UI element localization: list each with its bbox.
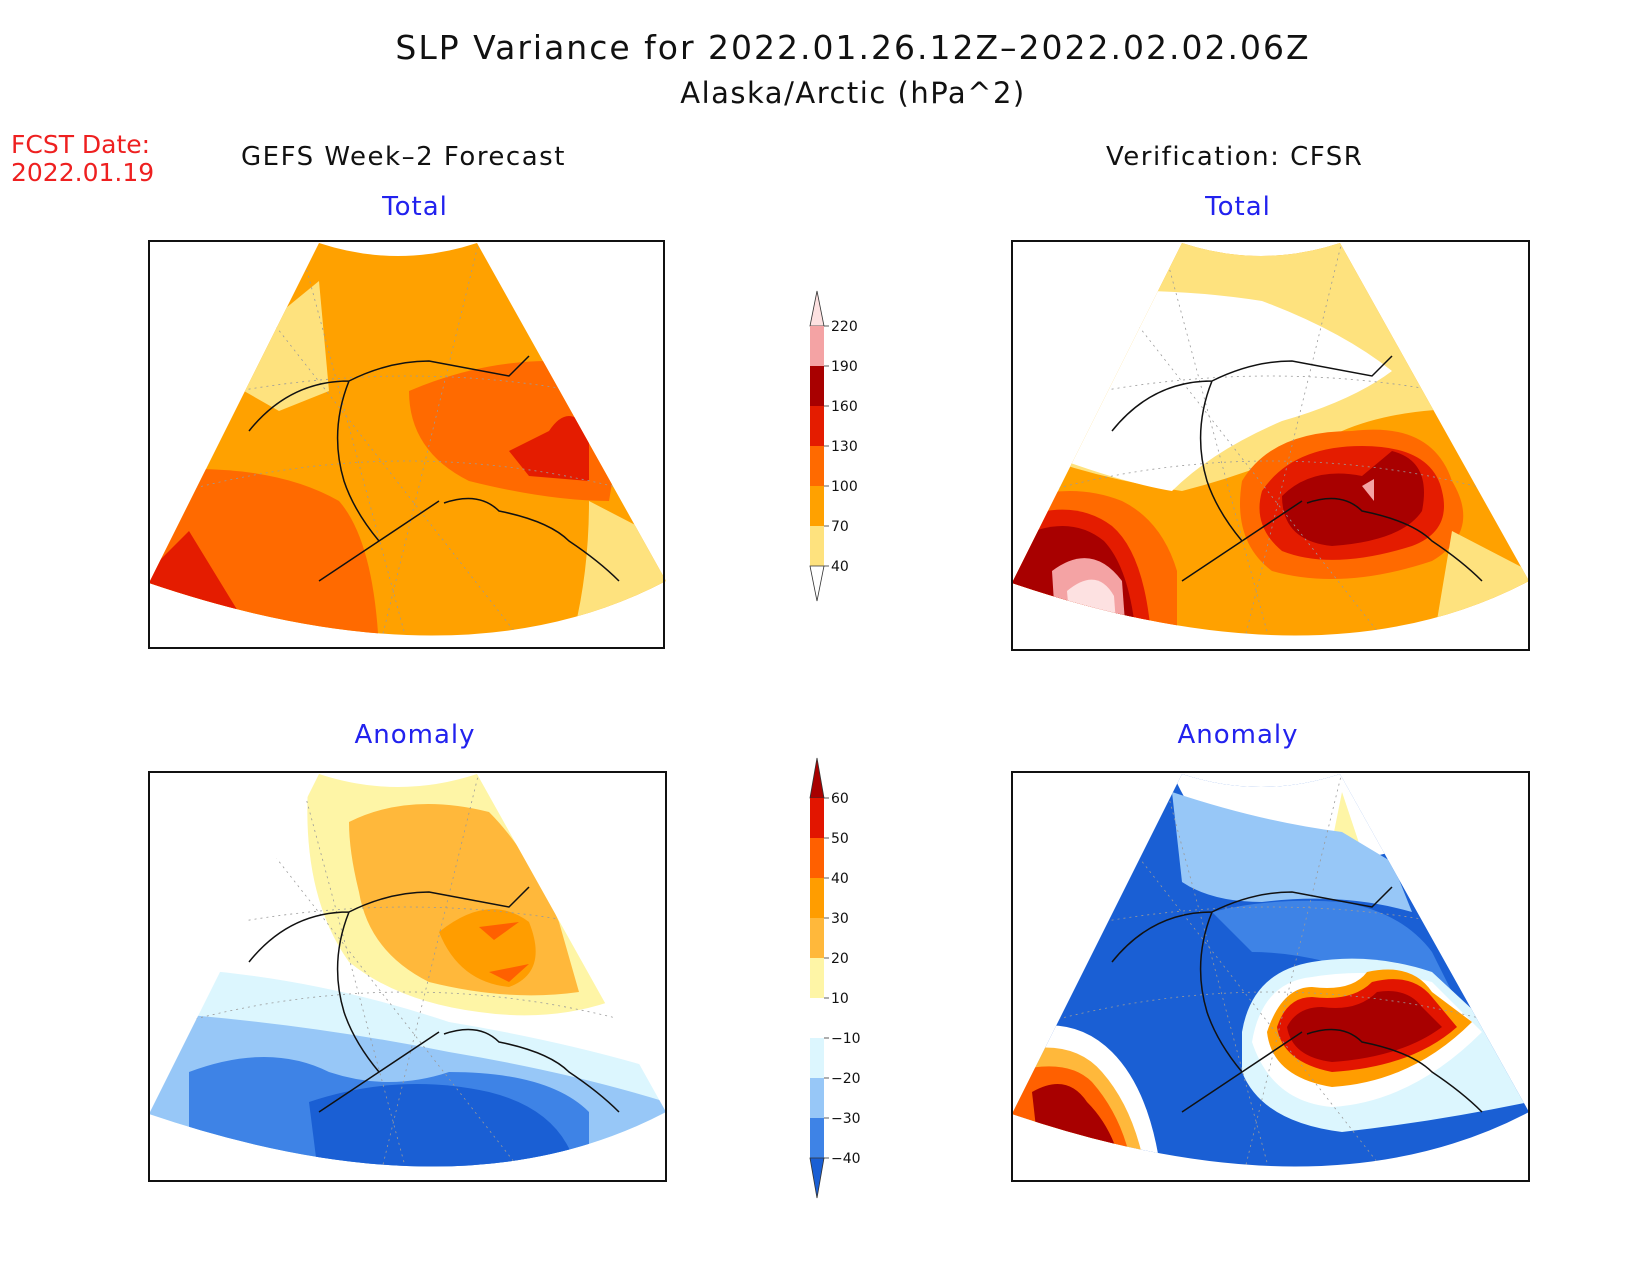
total-colorbar-tick-label: 220	[831, 319, 858, 335]
anomaly-colorbar-tick-label: −20	[831, 1071, 861, 1087]
anomaly-colorbar-arrow-bottom	[809, 1157, 825, 1199]
total-colorbar-tick-label: 160	[831, 399, 858, 415]
total-colorbar-arrow-bottom	[809, 565, 825, 602]
verification-column-title: Verification: CFSR	[1106, 142, 1364, 172]
anomaly-colorbar-tick-label: 50	[831, 831, 849, 847]
verification-anomaly-title: Anomaly	[1177, 720, 1299, 750]
verification-total-title: Total	[1205, 192, 1271, 222]
forecast-anomaly-title: Anomaly	[354, 720, 476, 750]
forecast-total-title: Total	[382, 192, 448, 222]
anomaly-colorbar-segment	[810, 878, 824, 918]
total-colorbar: 220 190 160 130 100 70 40	[809, 290, 858, 602]
total-colorbar-segment	[810, 406, 824, 446]
forecast-total-map	[149, 243, 666, 636]
verification-anomaly-map	[1012, 774, 1529, 1167]
anomaly-colorbar-tick-label: −10	[831, 1031, 861, 1047]
anomaly-colorbar-segment	[810, 838, 824, 878]
forecast-anomaly-frame	[148, 771, 667, 1182]
total-colorbar-tick-label: 130	[831, 439, 858, 455]
total-colorbar-tick-label: 70	[831, 519, 849, 535]
total-colorbar-segment	[810, 446, 824, 486]
anomaly-colorbar-tick-label: 40	[831, 871, 849, 887]
anomaly-colorbar-segment	[810, 798, 824, 838]
forecast-column-title: GEFS Week–2 Forecast	[241, 142, 566, 172]
forecast-anomaly-map	[149, 774, 666, 1167]
verification-total-frame	[1011, 240, 1530, 651]
total-colorbar-segment	[810, 366, 824, 406]
anomaly-colorbar-tick-label: 20	[831, 951, 849, 967]
forecast-date-value: 2022.01.19	[11, 158, 155, 187]
verification-total-map	[1012, 243, 1529, 636]
anomaly-colorbar-segment	[810, 998, 824, 1038]
total-colorbar-segment	[810, 526, 824, 566]
anomaly-colorbar-segment	[810, 1038, 824, 1078]
anomaly-colorbar-tick-label: −30	[831, 1111, 861, 1127]
anomaly-colorbar-segment	[810, 918, 824, 958]
anomaly-colorbar: 60 50 40 30 20 10 −10 −20 −30 −40	[809, 757, 861, 1199]
total-colorbar-tick-label: 40	[831, 559, 849, 575]
anomaly-colorbar-segment	[810, 1118, 824, 1158]
verification-anomaly-frame	[1011, 771, 1530, 1182]
anomaly-colorbar-segment	[810, 1078, 824, 1118]
figure-title: SLP Variance for 2022.01.26.12Z–2022.02.…	[395, 28, 1311, 67]
anomaly-colorbar-tick-label: 10	[831, 991, 849, 1007]
figure-subtitle: Alaska/Arctic (hPa^2)	[680, 76, 1026, 110]
total-colorbar-segment	[810, 486, 824, 526]
total-colorbar-arrow-top	[809, 290, 825, 327]
anomaly-colorbar-tick-label: −40	[831, 1151, 861, 1167]
forecast-date-label: FCST Date:	[11, 130, 151, 159]
anomaly-colorbar-tick-label: 60	[831, 791, 849, 807]
anomaly-colorbar-segment	[810, 958, 824, 998]
total-colorbar-tick-label: 100	[831, 479, 858, 495]
total-colorbar-segment	[810, 326, 824, 366]
anomaly-colorbar-tick-label: 30	[831, 911, 849, 927]
forecast-total-frame	[148, 240, 665, 649]
anomaly-colorbar-arrow-top	[809, 757, 825, 799]
total-colorbar-tick-label: 190	[831, 359, 858, 375]
